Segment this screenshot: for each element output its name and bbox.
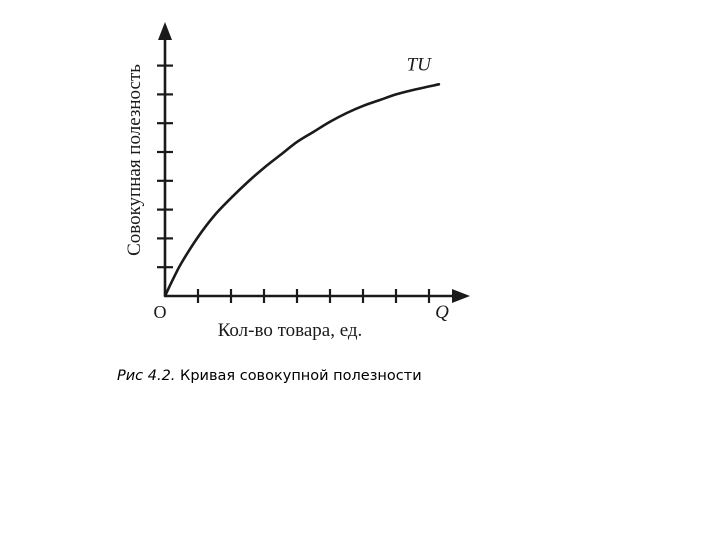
origin-label: O <box>154 302 167 322</box>
y-axis-label: Совокупная полезность <box>124 64 145 256</box>
caption-text: Кривая совокупной полезности <box>175 368 422 384</box>
series-label-tu: TU <box>407 54 433 75</box>
series-layer: TU <box>163 54 441 298</box>
series-line-tu <box>163 83 441 298</box>
y-axis-arrow <box>158 22 172 40</box>
x-axis-symbol: Q <box>435 302 449 323</box>
x-axis-arrow <box>452 289 470 303</box>
x-axis-label: Кол-во товара, ед. <box>218 320 363 341</box>
caption-prefix: Рис 4.2. <box>117 368 176 384</box>
figure-caption: Рис 4.2. Кривая совокупной полезности <box>117 368 422 384</box>
